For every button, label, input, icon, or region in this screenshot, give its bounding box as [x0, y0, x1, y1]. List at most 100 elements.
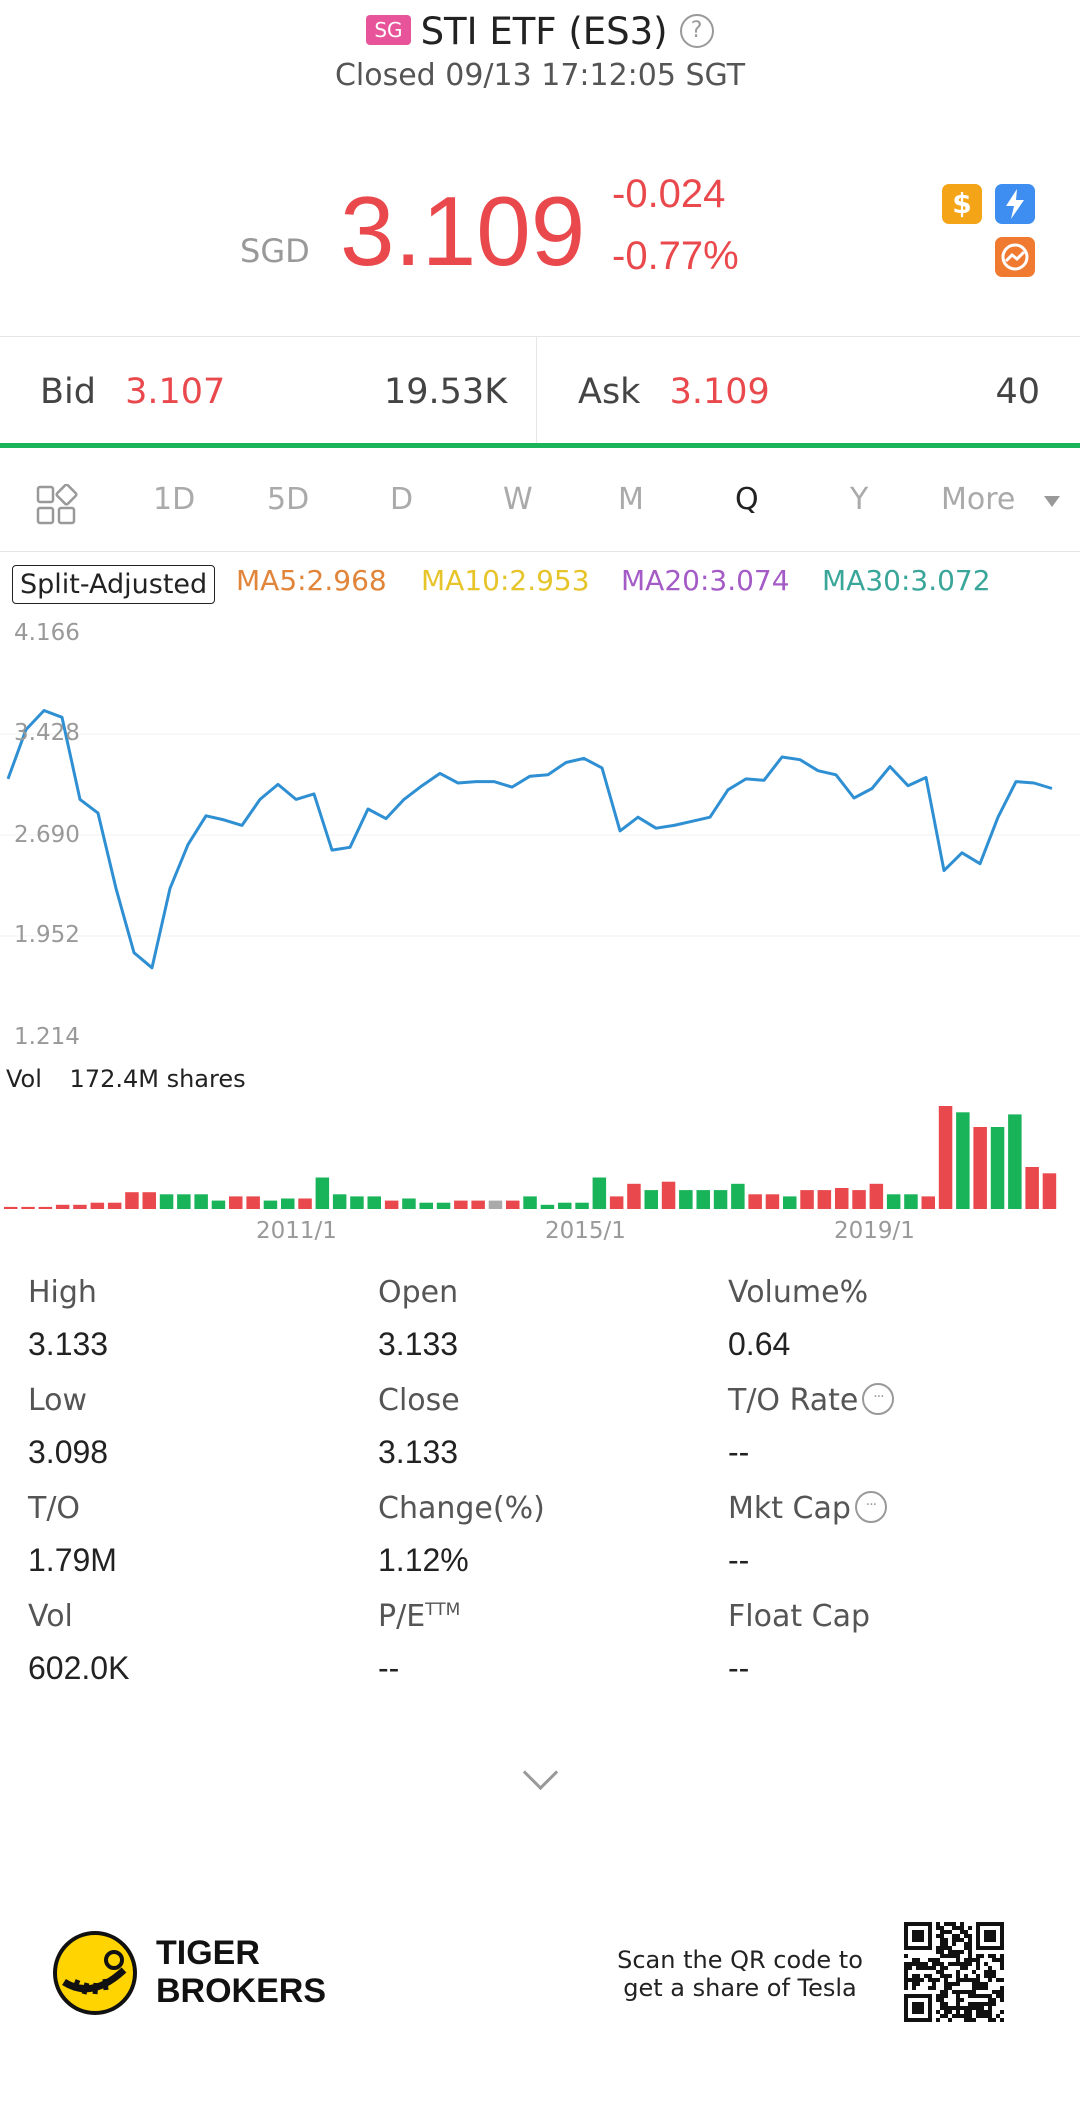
qr-module: [916, 1978, 920, 1982]
expand-chevron-icon[interactable]: [522, 1754, 559, 1791]
qr-module: [964, 1958, 968, 1962]
qr-module: [952, 1954, 956, 1958]
qr-module: [952, 1982, 956, 1986]
stat-label-float-cap: Float Cap: [728, 1599, 871, 1634]
qr-module: [936, 1970, 940, 1974]
tab-q[interactable]: Q: [735, 482, 759, 517]
period-tabs: 1D 5D D W M Q Y More: [0, 470, 1080, 540]
qr-module: [936, 1922, 940, 1926]
dollar-icon[interactable]: $: [942, 184, 982, 224]
volume-bar: [38, 1206, 53, 1209]
currency-label: SGD: [240, 232, 310, 270]
qr-module: [992, 1998, 996, 2002]
volume-bar: [454, 1200, 468, 1209]
chevron-down-icon[interactable]: [1044, 496, 1060, 507]
lightning-icon[interactable]: [995, 184, 1035, 224]
qr-module: [936, 1934, 940, 1938]
qr-module: [984, 2002, 988, 2006]
qr-module: [912, 1974, 916, 1978]
qr-module: [960, 1938, 964, 1942]
bid-price: 3.107: [125, 372, 226, 412]
tab-y[interactable]: Y: [850, 482, 869, 517]
tab-5d[interactable]: 5D: [267, 482, 310, 517]
ma10-label: MA10:2.953: [421, 564, 590, 597]
qr-module: [988, 1998, 992, 2002]
qr-module: [944, 1994, 948, 1998]
qr-code-icon[interactable]: [904, 1922, 1004, 2022]
qr-module: [1000, 2018, 1004, 2022]
volume-bar: [506, 1200, 520, 1209]
volume-bar: [471, 1200, 485, 1209]
qr-caption-line2: get a share of Tesla: [623, 1974, 857, 2002]
qr-module: [956, 2010, 960, 2014]
qr-module: [988, 1970, 992, 1974]
stat-value-to-rate: --: [728, 1434, 750, 1470]
qr-module: [972, 1994, 976, 1998]
qr-module: [940, 1950, 944, 1954]
qr-module: [964, 2014, 968, 2018]
x-tick: 2015/1: [545, 1218, 626, 1244]
price-chart[interactable]: [0, 600, 1080, 1060]
stat-label-close: Close: [378, 1383, 460, 1418]
qr-module: [940, 1974, 944, 1978]
volume-bar: [852, 1190, 866, 1209]
qr-module: [988, 2018, 992, 2022]
qr-module: [932, 1978, 936, 1982]
volume-bar: [921, 1196, 935, 1209]
qr-module: [1000, 1998, 1004, 2002]
qr-module: [940, 1946, 944, 1950]
qr-module: [988, 2006, 992, 2010]
qr-module: [924, 1962, 928, 1966]
qr-module: [956, 1954, 960, 1958]
volume-bar: [194, 1194, 208, 1209]
volume-bar: [350, 1196, 364, 1209]
volume-bar: [1025, 1167, 1039, 1209]
qr-module: [960, 1950, 964, 1954]
qr-module: [948, 1986, 952, 1990]
qr-module: [940, 1942, 944, 1946]
qr-module: [980, 2010, 984, 2014]
qr-module: [968, 1954, 972, 1958]
qr-module: [968, 1934, 972, 1938]
x-tick: 2011/1: [256, 1218, 337, 1244]
help-icon[interactable]: ?: [679, 13, 714, 48]
qr-module: [944, 1946, 948, 1950]
volume-chart[interactable]: [0, 1096, 1080, 1211]
tab-w[interactable]: W: [503, 482, 533, 517]
info-icon[interactable]: ···: [854, 1490, 887, 1523]
split-adjusted-button[interactable]: Split-Adjusted: [12, 565, 216, 604]
qr-module: [928, 1986, 932, 1990]
qr-module: [992, 2018, 996, 2022]
volume-bar: [592, 1177, 607, 1209]
qr-module: [996, 1990, 1000, 1994]
qr-module: [984, 1962, 988, 1966]
stat-label-volume-pct: Volume%: [728, 1275, 869, 1310]
qr-module: [988, 2010, 992, 2014]
qr-module: [960, 1966, 964, 1970]
ask-size: 40: [995, 372, 1040, 412]
tab-more[interactable]: More: [941, 482, 1016, 517]
volume-bar: [281, 1198, 295, 1209]
divider: [0, 551, 1080, 552]
bid-ask-ratio-bar: [0, 443, 1080, 448]
qr-module: [944, 1942, 948, 1946]
qr-module: [920, 1966, 924, 1970]
qr-module: [964, 1978, 968, 1982]
chart-circle-icon[interactable]: [995, 237, 1035, 277]
info-icon[interactable]: ···: [862, 1382, 895, 1415]
qr-module: [908, 1966, 912, 1970]
qr-module: [960, 1930, 964, 1934]
qr-module: [940, 2002, 944, 2006]
bidask-separator: [536, 337, 537, 443]
tab-d[interactable]: D: [390, 482, 414, 517]
qr-module: [956, 1994, 960, 1998]
qr-module: [936, 1962, 940, 1966]
volume-bar: [886, 1194, 901, 1209]
qr-module: [964, 1942, 968, 1946]
qr-module: [940, 1930, 944, 1934]
qr-module: [992, 1954, 996, 1958]
tab-m[interactable]: M: [618, 482, 644, 517]
chart-layout-icon[interactable]: [36, 483, 78, 530]
tab-1d[interactable]: 1D: [153, 482, 196, 517]
qr-module: [940, 1998, 944, 2002]
